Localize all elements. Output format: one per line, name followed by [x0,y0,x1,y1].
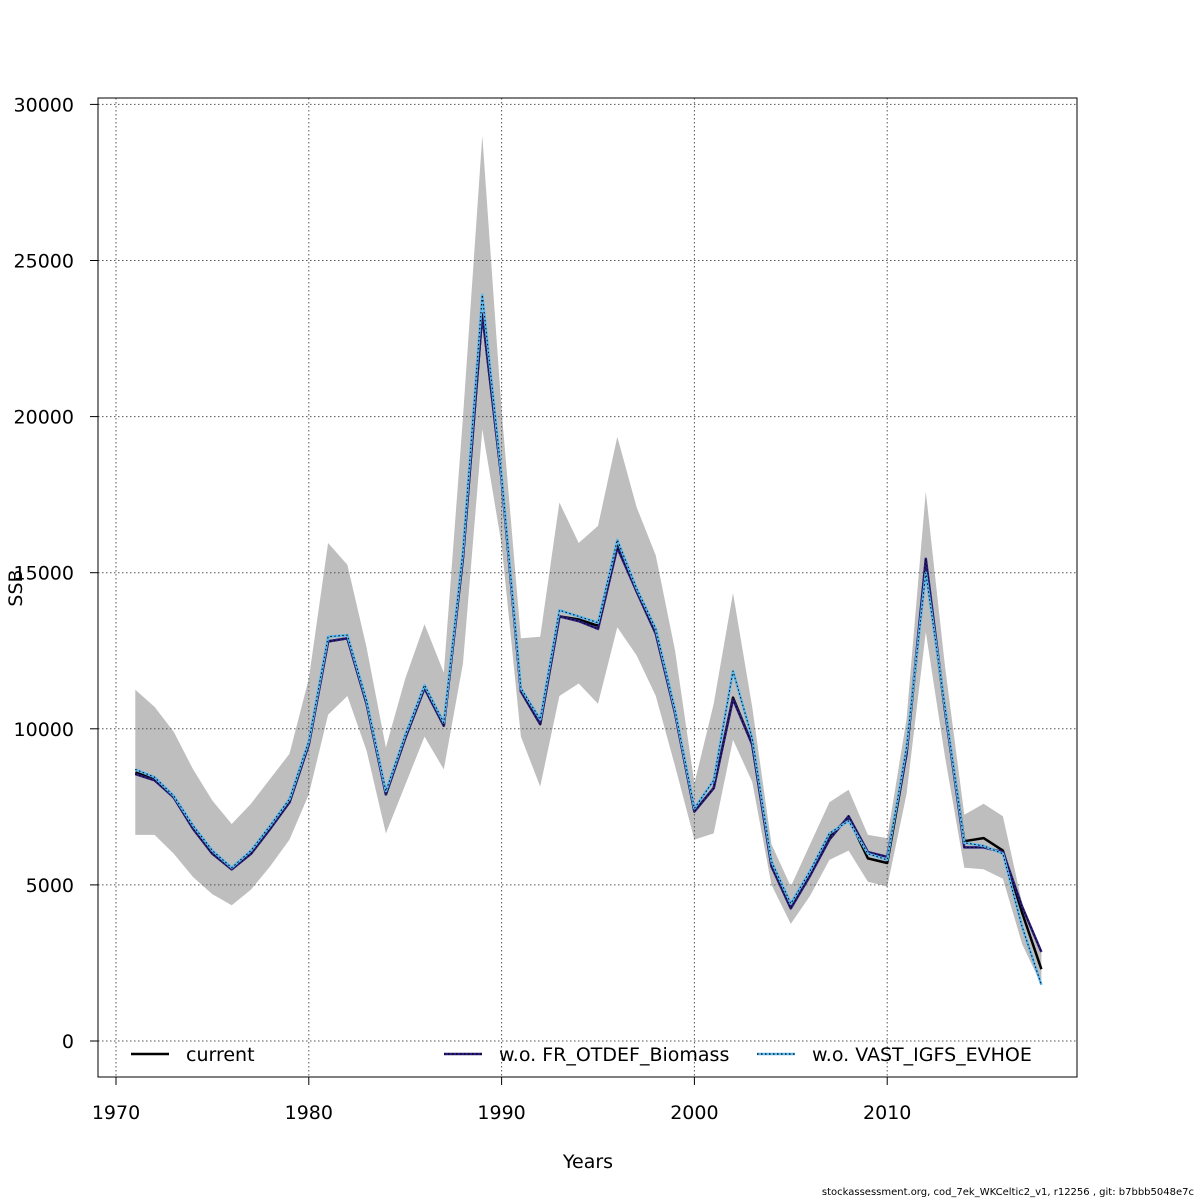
x-tick-label-1980: 1980 [285,1102,333,1124]
confidence-band-layer [135,135,1042,985]
legend-label-fr-otdef: w.o. FR_OTDEF_Biomass [499,1044,729,1066]
y-tick-label-20000: 20000 [14,407,74,429]
x-tick-label-2000: 2000 [670,1102,718,1124]
y-tick-label-15000: 15000 [14,563,74,585]
series-layer [134,293,1043,986]
x-tick-label-1970: 1970 [92,1102,140,1124]
legend-label-current: current [186,1044,255,1066]
legend-label-vast-igfs: w.o. VAST_IGFS_EVHOE [812,1044,1032,1066]
y-tick-label-0: 0 [62,1031,74,1053]
x-tick-label-2010: 2010 [863,1102,911,1124]
x-tick-label-1990: 1990 [477,1102,525,1124]
y-tick-label-30000: 30000 [14,94,74,116]
grid-layer [98,98,1077,1077]
series-dots-2 [135,294,1042,985]
x-axis-title: Years [562,1151,613,1173]
y-tick-label-25000: 25000 [14,251,74,273]
y-axis-title: SSB [5,569,27,606]
footer-credit: stockassessment.org, cod_7ek_WKCeltic2_v… [821,1187,1194,1198]
y-tick-label-10000: 10000 [14,719,74,741]
legend: current w.o. FR_OTDEF_Biomass w.o. VAST_… [131,1044,1032,1066]
confidence-band [135,135,1042,985]
axis-layer: 1970 1980 1990 2000 2010 0 5000 10000 15000 20000… [14,94,912,1124]
y-tick-label-5000: 5000 [26,875,74,897]
series-dots-1 [135,313,1042,953]
